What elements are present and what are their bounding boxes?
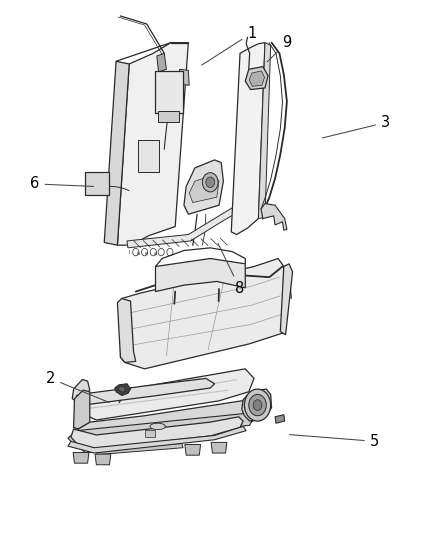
Polygon shape [120,259,284,369]
Polygon shape [275,415,285,423]
FancyBboxPatch shape [85,172,109,195]
Text: 5: 5 [290,434,379,449]
Circle shape [202,173,218,192]
Polygon shape [78,400,262,443]
Polygon shape [157,53,166,72]
Text: o: o [136,251,140,256]
Polygon shape [117,43,188,245]
Text: 8: 8 [218,244,245,296]
Polygon shape [115,384,131,395]
Circle shape [253,400,262,410]
Circle shape [244,389,271,421]
Text: a: a [154,251,157,256]
Polygon shape [184,160,223,214]
Text: e: e [145,251,148,256]
FancyBboxPatch shape [155,71,183,113]
Polygon shape [280,264,293,335]
Text: 9: 9 [267,35,292,62]
FancyBboxPatch shape [158,111,179,122]
Polygon shape [242,389,272,421]
Polygon shape [72,379,90,402]
Text: l: l [128,250,130,255]
Polygon shape [155,259,245,292]
Polygon shape [96,443,183,455]
Text: 1: 1 [201,26,257,65]
Polygon shape [73,453,89,463]
Polygon shape [258,43,271,219]
Polygon shape [180,69,189,85]
Circle shape [206,177,215,188]
FancyBboxPatch shape [145,430,155,437]
Polygon shape [185,445,201,455]
Polygon shape [231,43,265,235]
Polygon shape [245,67,268,90]
Ellipse shape [150,423,166,430]
Circle shape [249,394,266,416]
Text: 6: 6 [30,176,94,191]
Polygon shape [74,390,90,429]
Polygon shape [117,298,136,362]
FancyBboxPatch shape [138,140,159,172]
Polygon shape [78,369,254,420]
Polygon shape [81,441,169,453]
Text: 2: 2 [46,371,109,402]
Polygon shape [249,71,265,86]
Polygon shape [68,426,246,453]
Polygon shape [261,204,287,230]
Polygon shape [118,386,125,392]
Polygon shape [127,208,234,248]
Polygon shape [68,413,254,445]
Polygon shape [95,454,111,465]
Polygon shape [189,175,219,203]
Text: 3: 3 [322,115,390,138]
Polygon shape [211,442,227,453]
Polygon shape [104,61,129,245]
Polygon shape [77,378,215,405]
Polygon shape [71,417,243,449]
